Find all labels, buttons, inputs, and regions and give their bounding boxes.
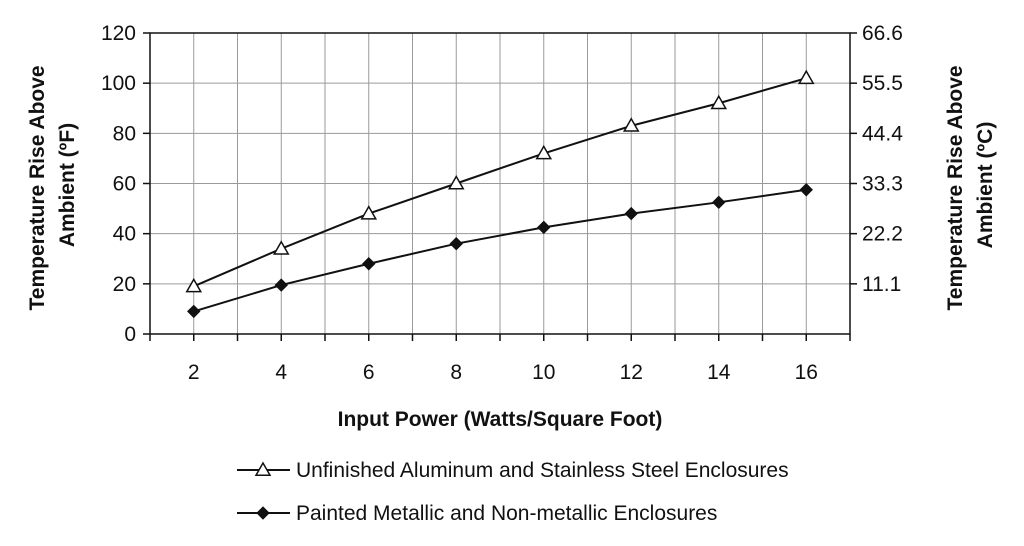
- data-point: [362, 257, 376, 271]
- x-tick-label: 6: [363, 361, 375, 384]
- x-tick-label: 2: [188, 361, 200, 384]
- y-axis-title: Temperature Rise Above Ambient (ºF): [26, 60, 79, 311]
- legend: Unfinished Aluminum and Stainless Steel …: [237, 459, 789, 525]
- x-tick-label: 10: [532, 361, 555, 384]
- y-axis-title-line-1: Temperature Rise Above: [26, 65, 49, 310]
- series-line: [193, 188, 807, 313]
- grid: [150, 33, 850, 334]
- data-point: [185, 277, 203, 293]
- y-tick-label: 60: [113, 173, 136, 196]
- series-group: [185, 69, 815, 319]
- y-axis-title-line-2: Ambient (ºF): [56, 123, 79, 247]
- data-point: [360, 205, 378, 220]
- y2-axis-ticks: 11.1 22.2 33.3 44.4 55.5 66.6: [850, 22, 903, 296]
- y-tick-label: 20: [113, 273, 136, 296]
- series-1: [185, 69, 815, 293]
- y-tick-label: 100: [101, 72, 136, 95]
- legend-label: Painted Metallic and Non-metallic Enclos…: [296, 502, 717, 525]
- y2-axis-title: Temperature Rise Above Ambient (ºC): [944, 60, 997, 311]
- y2-tick-label: 66.6: [862, 22, 903, 45]
- data-point: [537, 220, 551, 235]
- y2-tick-label: 22.2: [862, 223, 903, 246]
- y-tick-label: 120: [101, 22, 136, 45]
- x-axis-ticks: 2 4 6 8 10 12 14 16: [149, 334, 851, 384]
- series-2: [187, 183, 813, 319]
- x-tick-label: 8: [450, 361, 462, 384]
- data-point: [624, 206, 638, 221]
- legend-marker: [256, 506, 270, 520]
- y-tick-label: 40: [113, 223, 136, 246]
- data-point: [622, 117, 640, 132]
- data-point: [274, 278, 288, 292]
- data-point: [799, 183, 813, 197]
- legend-label: Unfinished Aluminum and Stainless Steel …: [296, 459, 789, 482]
- series-line: [193, 77, 807, 288]
- legend-item-1: Unfinished Aluminum and Stainless Steel …: [237, 459, 789, 482]
- y2-axis-title-line-1: Temperature Rise Above: [944, 65, 967, 310]
- y2-tick-label: 44.4: [862, 122, 903, 145]
- x-tick-label: 4: [275, 361, 287, 384]
- y2-tick-label: 55.5: [862, 72, 903, 95]
- data-point: [712, 195, 726, 210]
- y2-axis-title-line-2: Ambient (ºC): [974, 122, 997, 249]
- legend-marker: [254, 461, 272, 476]
- data-point: [710, 94, 728, 110]
- data-point: [535, 144, 553, 160]
- y-tick-label: 80: [113, 122, 136, 145]
- x-tick-label: 16: [795, 361, 818, 384]
- legend-item-2: Painted Metallic and Non-metallic Enclos…: [237, 502, 717, 525]
- y2-tick-label: 11.1: [862, 273, 901, 296]
- y2-tick-label: 33.3: [862, 173, 903, 196]
- data-point: [449, 236, 463, 251]
- data-point: [797, 69, 815, 85]
- x-tick-label: 14: [707, 361, 731, 384]
- y-axis-ticks: 0 20 40 60 80 100 120: [101, 22, 150, 346]
- x-axis-title: Input Power (Watts/Square Foot): [338, 408, 663, 431]
- data-point: [272, 240, 290, 255]
- data-point: [187, 304, 201, 319]
- data-point: [447, 174, 465, 190]
- y-tick-label: 0: [124, 323, 136, 346]
- x-tick-label: 12: [620, 361, 643, 384]
